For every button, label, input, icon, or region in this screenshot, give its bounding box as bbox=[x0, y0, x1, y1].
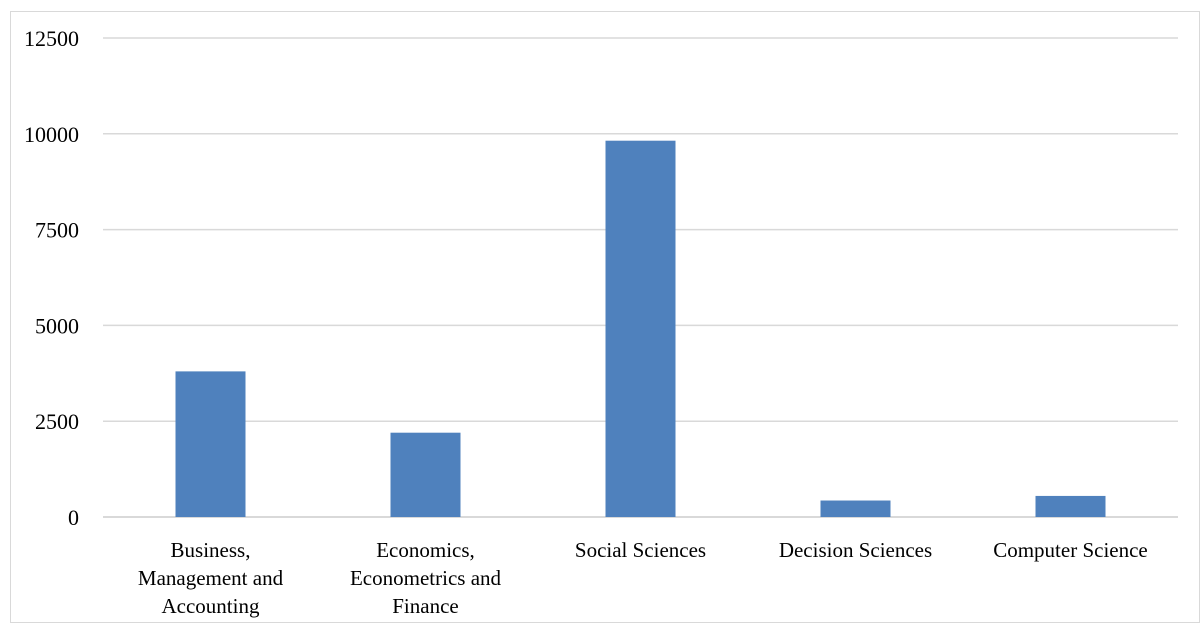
x-category-label: Computer Science bbox=[993, 538, 1148, 562]
bar bbox=[1035, 495, 1106, 517]
x-axis-labels: Business, Management and Accounting Economi… bbox=[138, 538, 1148, 618]
x-category-label: Decision Sciences bbox=[779, 538, 932, 562]
x-category-label: Economics, bbox=[376, 538, 475, 562]
x-category-label: Econometrics and bbox=[350, 566, 502, 590]
y-axis-ticks: 0 2500 5000 7500 10000 12500 bbox=[24, 26, 79, 530]
gridlines bbox=[103, 37, 1178, 518]
bars bbox=[175, 140, 1106, 517]
bar bbox=[605, 140, 676, 517]
x-category-label: Accounting bbox=[162, 594, 260, 618]
bar bbox=[390, 432, 461, 517]
x-category-label: Social Sciences bbox=[575, 538, 706, 562]
y-tick-label: 5000 bbox=[35, 313, 79, 338]
bar bbox=[820, 500, 891, 517]
y-tick-label: 12500 bbox=[24, 26, 79, 51]
chart-frame bbox=[10, 11, 1200, 623]
y-tick-label: 10000 bbox=[24, 122, 79, 147]
x-category-label: Management and bbox=[138, 566, 284, 590]
y-tick-label: 2500 bbox=[35, 409, 79, 434]
bar bbox=[175, 371, 246, 517]
x-category-label: Finance bbox=[392, 594, 458, 618]
y-tick-label: 7500 bbox=[35, 218, 79, 243]
x-category-label: Business, bbox=[171, 538, 251, 562]
y-tick-label: 0 bbox=[68, 505, 79, 530]
